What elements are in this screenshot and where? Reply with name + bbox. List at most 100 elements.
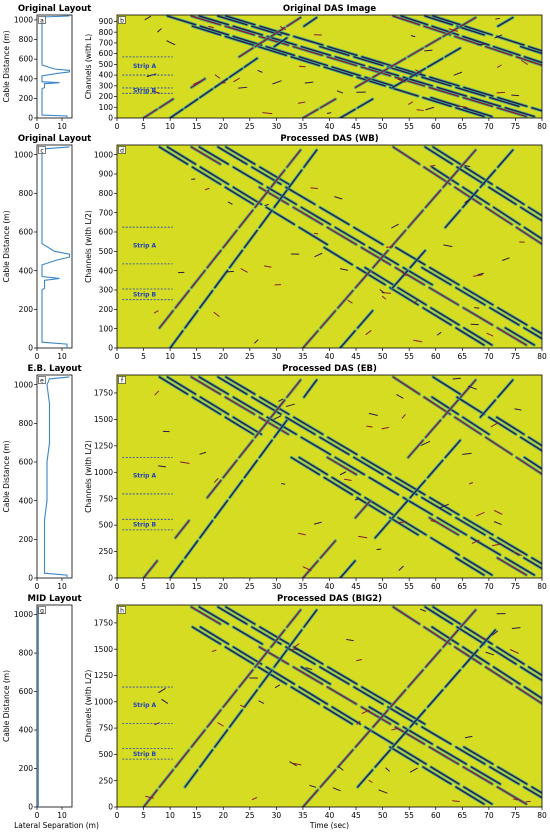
x-tick-label: 35 xyxy=(298,582,308,591)
x-tick-label: 0 xyxy=(35,582,40,591)
x-tick-label: 20 xyxy=(218,811,228,820)
x-tick-label: 65 xyxy=(458,582,468,591)
x-tick-label: 35 xyxy=(298,122,308,131)
x-tick-label: 15 xyxy=(192,811,202,820)
trace-fragment xyxy=(327,113,330,114)
x-tick-label: 80 xyxy=(537,811,547,820)
x-tick-label: 45 xyxy=(351,811,361,820)
y-tick-label: 1250 xyxy=(94,441,113,450)
layout-title: Original Layout xyxy=(18,134,91,144)
y-tick-label: 0 xyxy=(108,574,113,583)
x-tick-label: 25 xyxy=(245,352,255,361)
x-tick-label: 40 xyxy=(325,811,335,820)
trace-fragment xyxy=(478,44,485,45)
x-tick-label: 70 xyxy=(484,811,494,820)
y-tick-label: 750 xyxy=(99,724,114,733)
x-tick-label: 10 xyxy=(165,582,175,591)
x-tick-label: 20 xyxy=(218,122,228,131)
x-tick-label: 0 xyxy=(115,811,120,820)
y-axis-label: Cable Distance (m) xyxy=(2,30,11,102)
layout-frame xyxy=(37,375,72,578)
x-tick-label: 35 xyxy=(298,352,308,361)
x-tick-label: 10 xyxy=(57,811,67,820)
x-tick-label: 60 xyxy=(431,352,441,361)
y-tick-label: 500 xyxy=(99,247,114,256)
x-tick-label: 55 xyxy=(404,811,414,820)
x-tick-label: 50 xyxy=(378,811,388,820)
x-tick-label: 50 xyxy=(378,352,388,361)
y-tick-label: 500 xyxy=(99,750,114,759)
y-tick-label: 1000 xyxy=(94,150,113,159)
y-tick-label: 400 xyxy=(19,266,34,275)
y-tick-label: 800 xyxy=(19,35,34,44)
y-axis-label: Cable Distance (m) xyxy=(2,210,11,282)
y-tick-label: 0 xyxy=(28,114,33,123)
x-tick-label: 30 xyxy=(272,582,282,591)
strip-label: Strip A xyxy=(133,63,157,70)
x-tick-label: 55 xyxy=(404,352,414,361)
trace-fragment xyxy=(299,66,305,67)
x-tick-label: 0 xyxy=(35,811,40,820)
x-tick-label: 10 xyxy=(57,582,67,591)
y-tick-label: 800 xyxy=(99,189,114,198)
trace-fragment xyxy=(314,233,317,234)
y-tick-label: 900 xyxy=(99,17,114,26)
y-tick-label: 400 xyxy=(99,71,114,80)
y-tick-label: 500 xyxy=(99,521,114,530)
x-tick-label: 5 xyxy=(141,582,146,591)
trace-fragment xyxy=(417,110,423,111)
y-tick-label: 0 xyxy=(28,344,33,353)
x-tick-label: 65 xyxy=(458,352,468,361)
y-tick-label: 1250 xyxy=(94,671,113,680)
x-tick-label: 10 xyxy=(165,352,175,361)
x-tick-label: 5 xyxy=(141,811,146,820)
strip-label: Strip A xyxy=(133,473,157,480)
x-tick-label: 20 xyxy=(218,352,228,361)
y-tick-label: 1000 xyxy=(14,610,33,619)
y-tick-label: 700 xyxy=(99,38,114,47)
x-tick-label: 40 xyxy=(325,582,335,591)
x-tick-label: 0 xyxy=(35,352,40,361)
x-tick-label: 0 xyxy=(115,582,120,591)
layout-title: Original Layout xyxy=(18,4,91,14)
y-tick-label: 0 xyxy=(108,114,113,123)
y-tick-label: 200 xyxy=(99,305,114,314)
x-tick-label: 10 xyxy=(57,122,67,131)
x-tick-label: 0 xyxy=(35,122,40,131)
y-tick-label: 300 xyxy=(99,81,114,90)
x-tick-label: 60 xyxy=(431,811,441,820)
strip-label: Strip B xyxy=(133,88,157,95)
strip-label: Strip A xyxy=(133,243,157,250)
x-tick-label: 5 xyxy=(141,352,146,361)
y-tick-label: 1000 xyxy=(94,468,113,477)
y-tick-label: 900 xyxy=(99,170,114,179)
x-tick-label: 70 xyxy=(484,582,494,591)
y-tick-label: 0 xyxy=(28,574,33,583)
x-tick-label: 50 xyxy=(378,582,388,591)
strip-label: Strip B xyxy=(133,751,157,758)
y-tick-label: 400 xyxy=(19,726,34,735)
y-tick-label: 400 xyxy=(19,74,34,83)
x-tick-label: 5 xyxy=(141,122,146,131)
trace-fragment xyxy=(425,50,432,51)
x-tick-label: 55 xyxy=(404,582,414,591)
y-tick-label: 600 xyxy=(99,49,114,58)
x-tick-label: 75 xyxy=(511,811,521,820)
das-title: Processed DAS (WB) xyxy=(280,134,378,144)
x-tick-label: 45 xyxy=(351,352,361,361)
x-tick-label: 60 xyxy=(431,122,441,131)
panel-letter: g xyxy=(40,607,44,614)
y-tick-label: 250 xyxy=(99,547,114,556)
y-tick-label: 1000 xyxy=(94,697,113,706)
panel-letter: e xyxy=(40,377,44,384)
x-tick-label: 10 xyxy=(165,122,175,131)
y-tick-label: 200 xyxy=(19,535,34,544)
x-axis-label: Time (sec) xyxy=(309,821,349,830)
y-tick-label: 400 xyxy=(99,266,114,275)
